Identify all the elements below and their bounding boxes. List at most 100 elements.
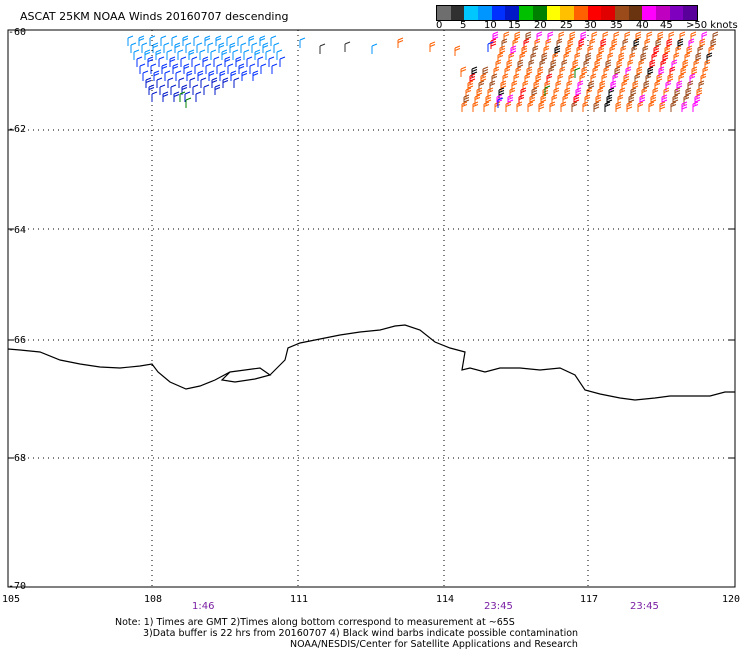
wind-barb xyxy=(522,80,529,91)
wind-barb xyxy=(517,59,524,70)
wind-barb xyxy=(690,31,697,42)
wind-barb xyxy=(574,52,581,63)
wind-barb xyxy=(529,94,536,105)
wind-barb xyxy=(159,84,166,95)
wind-barb xyxy=(492,31,499,42)
wind-barb xyxy=(627,59,634,70)
wind-barb xyxy=(497,97,504,108)
wind-barb xyxy=(472,101,479,112)
wind-barb xyxy=(497,52,504,63)
wind-barb xyxy=(574,67,581,78)
wind-barb xyxy=(532,45,539,56)
wind-barb xyxy=(463,94,470,105)
lat-label: -66 xyxy=(8,335,27,346)
wind-barb xyxy=(652,87,659,98)
wind-barb xyxy=(676,80,683,91)
wind-barb xyxy=(397,37,404,48)
legend-swatch xyxy=(614,6,629,20)
wind-barb xyxy=(252,70,259,81)
wind-barb xyxy=(560,101,567,112)
map-title: ASCAT 25KM NOAA Winds 20160707 descendin… xyxy=(20,10,289,23)
wind-barbs xyxy=(127,31,719,112)
wind-barb xyxy=(592,66,599,77)
wind-barb xyxy=(182,35,189,46)
lon-label: 114 xyxy=(436,594,455,605)
wind-barb xyxy=(598,45,605,56)
wind-barb xyxy=(512,38,519,49)
wind-barb xyxy=(571,101,578,112)
wind-barb xyxy=(515,66,522,77)
legend-label: 10 xyxy=(484,20,497,31)
wind-barb xyxy=(636,66,643,77)
wind-barb xyxy=(660,59,667,70)
wind-barb xyxy=(683,94,690,105)
wind-barb xyxy=(271,63,278,74)
wind-barb xyxy=(531,87,538,98)
wind-barb xyxy=(169,56,176,67)
wind-barb xyxy=(677,38,684,49)
wind-barb xyxy=(639,94,646,105)
wind-barb xyxy=(469,73,476,84)
wind-barb xyxy=(590,73,597,84)
wind-barb xyxy=(215,35,222,46)
wind-barb xyxy=(681,101,688,112)
wind-barb xyxy=(155,49,162,60)
wind-barb xyxy=(185,97,192,108)
wind-barb xyxy=(578,38,585,49)
wind-barb xyxy=(642,45,649,56)
wind-barb xyxy=(593,101,600,112)
wind-barb xyxy=(678,73,685,84)
wind-barb xyxy=(483,101,490,112)
wind-barb xyxy=(621,80,628,91)
wind-barb xyxy=(588,80,595,91)
wind-barb xyxy=(595,94,602,105)
wind-barb xyxy=(487,41,494,52)
wind-barb xyxy=(145,77,152,88)
wind-barb xyxy=(319,43,326,54)
wind-barb xyxy=(211,77,218,88)
wind-barb xyxy=(662,52,669,63)
wind-barb xyxy=(207,42,214,53)
wind-barb xyxy=(499,45,506,56)
wind-barb xyxy=(158,56,165,67)
wind-barb xyxy=(547,31,554,42)
wind-barb xyxy=(505,101,512,112)
wind-barb xyxy=(528,59,535,70)
wind-barb xyxy=(461,101,468,112)
wind-barb xyxy=(193,35,200,46)
wind-barb xyxy=(623,73,630,84)
wind-barb xyxy=(586,87,593,98)
wind-barb xyxy=(545,38,552,49)
wind-barb xyxy=(536,31,543,42)
wind-barb xyxy=(226,35,233,46)
wind-barb xyxy=(163,42,170,53)
wind-barb xyxy=(526,66,533,77)
wind-barb xyxy=(180,56,187,67)
wind-barb xyxy=(191,56,198,67)
wind-barb xyxy=(501,38,508,49)
note-line-1: Note: 1) Times are GMT 2)Times along bot… xyxy=(115,617,515,628)
wind-barb xyxy=(199,49,206,60)
legend-swatch xyxy=(601,6,615,20)
wind-barb xyxy=(556,38,563,49)
wind-barb xyxy=(478,80,485,91)
wind-barb xyxy=(243,49,250,60)
wind-barb xyxy=(606,94,613,105)
legend-swatch xyxy=(491,6,506,20)
wind-barb xyxy=(227,63,234,74)
wind-barb xyxy=(136,56,143,67)
legend-label: 20 xyxy=(534,20,547,31)
wind-barb xyxy=(173,91,180,102)
wind-barb xyxy=(617,94,624,105)
wind-barb xyxy=(554,45,561,56)
wind-barb xyxy=(664,45,671,56)
wind-barb xyxy=(465,87,472,98)
wind-barb xyxy=(611,38,618,49)
wind-barb xyxy=(130,42,137,53)
wind-barb xyxy=(687,80,694,91)
wind-barb xyxy=(496,94,503,105)
wind-barb xyxy=(689,73,696,84)
wind-barb xyxy=(203,84,210,95)
antarctic-coastline xyxy=(7,324,735,401)
